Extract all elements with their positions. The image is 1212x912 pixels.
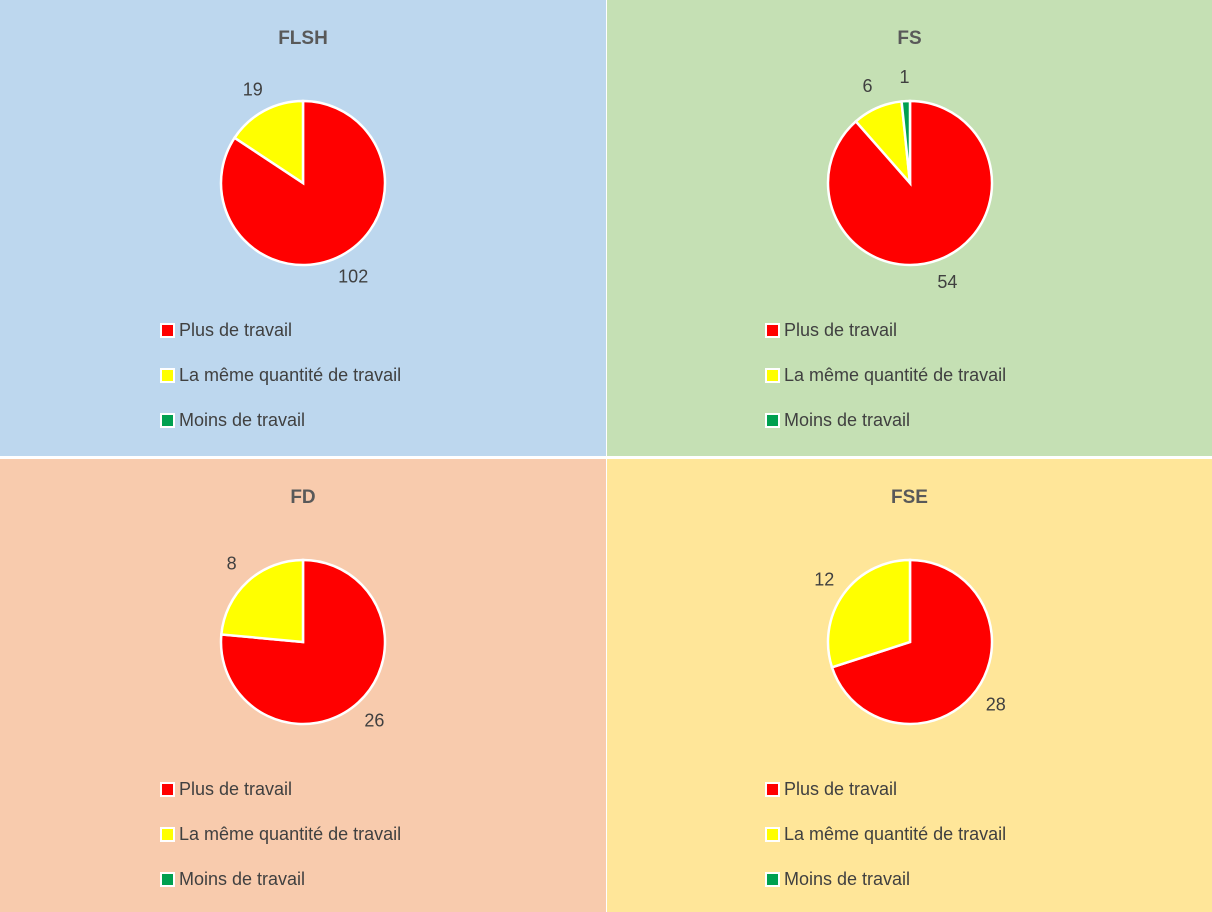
panel-fse: 28 12 FSE Plus de travail La même quantit… <box>607 459 1212 912</box>
data-label: 8 <box>227 554 237 574</box>
legend-label: Moins de travail <box>179 868 306 889</box>
legend-item-plus: Plus de travail <box>160 777 401 801</box>
data-label: 54 <box>937 272 957 292</box>
legend-swatch-yellow <box>160 826 175 842</box>
chart-title: FD <box>290 487 316 508</box>
legend-label: Plus de travail <box>179 778 293 799</box>
legend-item-plus: Plus de travail <box>765 318 1006 342</box>
legend-item-moins: Moins de travail <box>160 408 401 432</box>
data-label: 6 <box>863 76 873 96</box>
chart-title: FSE <box>891 487 928 508</box>
legend-swatch-yellow <box>765 826 780 842</box>
pie-slice-1 <box>219 558 305 644</box>
legend-swatch-green <box>160 412 175 428</box>
pie-slice-1 <box>232 99 305 186</box>
pie-slice-0 <box>219 558 387 726</box>
legend-label: Plus de travail <box>784 319 898 340</box>
legend-label: Plus de travail <box>179 319 293 340</box>
data-label: 102 <box>338 266 368 286</box>
pie-slice-1 <box>826 558 912 669</box>
legend-label: La même quantité de travail <box>784 364 1007 385</box>
legend-swatch-red <box>160 322 175 338</box>
pie-slice-0 <box>830 558 994 726</box>
legend-label: Moins de travail <box>179 409 306 430</box>
legend-item-moins: Moins de travail <box>765 408 1006 432</box>
panel-fs: 54 6 1 FS Plus de travail La même quantité… <box>607 0 1212 456</box>
chart-title: FS <box>897 28 922 49</box>
legend-swatch-green <box>765 412 780 428</box>
legend-swatch-red <box>765 322 780 338</box>
legend-swatch-green <box>160 871 175 887</box>
legend: Plus de travail La même quantité de trav… <box>160 777 401 912</box>
legend-item-meme: La même quantité de travail <box>160 363 401 387</box>
legend-label: Moins de travail <box>784 868 911 889</box>
legend-swatch-yellow <box>765 367 780 383</box>
legend-item-moins: Moins de travail <box>160 867 401 891</box>
legend: Plus de travail La même quantité de trav… <box>160 318 401 453</box>
data-label: 1 <box>900 67 910 87</box>
legend-label: Moins de travail <box>784 409 911 430</box>
panel-flsh: 102 19 FLSH Plus de travail La même quant… <box>0 0 606 456</box>
pie-chart-flsh: 102 19 <box>219 80 387 286</box>
pie-chart-fs: 54 6 1 <box>826 67 994 292</box>
legend-item-meme: La même quantité de travail <box>765 822 1006 846</box>
pie-slice-2 <box>900 99 912 184</box>
divider-horizontal <box>0 456 1212 459</box>
legend-swatch-green <box>765 871 780 887</box>
legend-swatch-yellow <box>160 367 175 383</box>
legend: Plus de travail La même quantité de trav… <box>765 318 1006 453</box>
legend-label: Plus de travail <box>784 778 898 799</box>
legend-swatch-red <box>160 781 175 797</box>
legend-item-meme: La même quantité de travail <box>160 822 401 846</box>
legend-item-moins: Moins de travail <box>765 867 1006 891</box>
legend-item-plus: Plus de travail <box>160 318 401 342</box>
data-label: 19 <box>243 80 263 100</box>
data-label: 12 <box>814 570 834 590</box>
panel-fd: 26 8 FD Plus de travail La même quantité … <box>0 459 606 912</box>
legend-item-meme: La même quantité de travail <box>765 363 1006 387</box>
legend-item-plus: Plus de travail <box>765 777 1006 801</box>
legend-label: La même quantité de travail <box>784 823 1007 844</box>
legend-label: La même quantité de travail <box>179 364 402 385</box>
pie-chart-fse: 28 12 <box>814 558 1006 726</box>
pie-chart-fd: 26 8 <box>219 554 387 730</box>
legend: Plus de travail La même quantité de trav… <box>765 777 1006 912</box>
legend-label: La même quantité de travail <box>179 823 402 844</box>
chart-title: FLSH <box>278 28 328 49</box>
data-label: 28 <box>986 694 1006 714</box>
data-label: 26 <box>364 710 384 730</box>
legend-swatch-red <box>765 781 780 797</box>
